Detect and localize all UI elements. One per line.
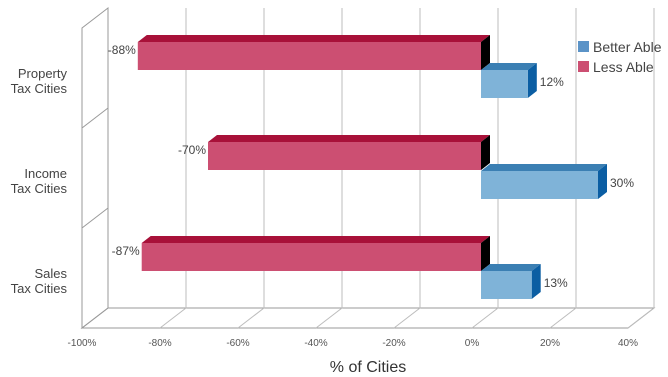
data-label: 13% [544,276,568,290]
category-label: Sales Tax Cities [11,266,68,296]
bar-top [137,35,491,42]
x-tick-label: -80% [148,338,171,349]
bar-side [527,63,537,98]
data-label: -70% [178,143,206,157]
left-wall [81,6,109,330]
gridline [393,8,421,329]
x-tick-label: -20% [382,338,405,349]
category-labels: Property Tax Cities Income Tax Cities Sales T… [11,66,68,296]
data-label: -87% [112,244,140,258]
bar-side [481,35,490,70]
gridline [315,8,343,329]
gridline [159,8,187,329]
bar-front [137,42,482,70]
floor [80,307,656,329]
legend-swatch [578,41,589,52]
bar-better-able: 13% [481,264,568,299]
legend-label: Better Able [593,39,662,55]
x-tick-label: 20% [540,338,560,349]
category-separator [81,207,109,229]
data-label: 30% [610,176,634,190]
bar-top [141,236,490,243]
bar-side [598,164,607,199]
x-tick-label: 40% [618,338,638,349]
x-tick-label: -60% [226,338,249,349]
gridline [471,8,499,329]
legend-label: Less Able [593,59,654,75]
bars: -88% 12% -70% 30% -87% 13% [108,35,634,299]
bar-front [481,271,532,299]
bar-top [481,264,541,271]
bar-top [208,135,490,142]
x-axis-title: % of Cities [330,359,406,376]
gridline [237,8,265,329]
category-label: Income Tax Cities [11,166,68,196]
legend-swatch [578,61,589,72]
x-tick-label: -40% [304,338,327,349]
bar-side [481,135,490,170]
bar-side [481,236,490,271]
bar-less-able: -70% [178,135,490,170]
category-label: Property Tax Cities [11,66,68,96]
bar-front [481,70,528,98]
gridlines [159,8,655,329]
data-label: 12% [540,75,564,89]
gridline [549,8,577,329]
bar-top [481,164,607,171]
data-label: -88% [108,43,136,57]
bar-top [481,63,537,70]
bar-front [208,142,481,170]
bar-less-able: -87% [112,236,490,271]
bar-front [481,171,598,199]
category-separator [81,107,109,129]
x-tick-label: 0% [465,338,480,349]
gridline [627,8,655,329]
bar-side [531,264,541,299]
bar-front [141,243,481,271]
bar-better-able: 30% [481,164,634,199]
bar-less-able: -88% [108,35,491,70]
x-tick-label: -100% [68,338,97,349]
bar-better-able: 12% [481,63,564,98]
legend: Better Able Less Able [578,39,662,75]
x-axis-ticks: -100% -80% -60% -40% -20% 0% 20% 40% [68,338,639,349]
